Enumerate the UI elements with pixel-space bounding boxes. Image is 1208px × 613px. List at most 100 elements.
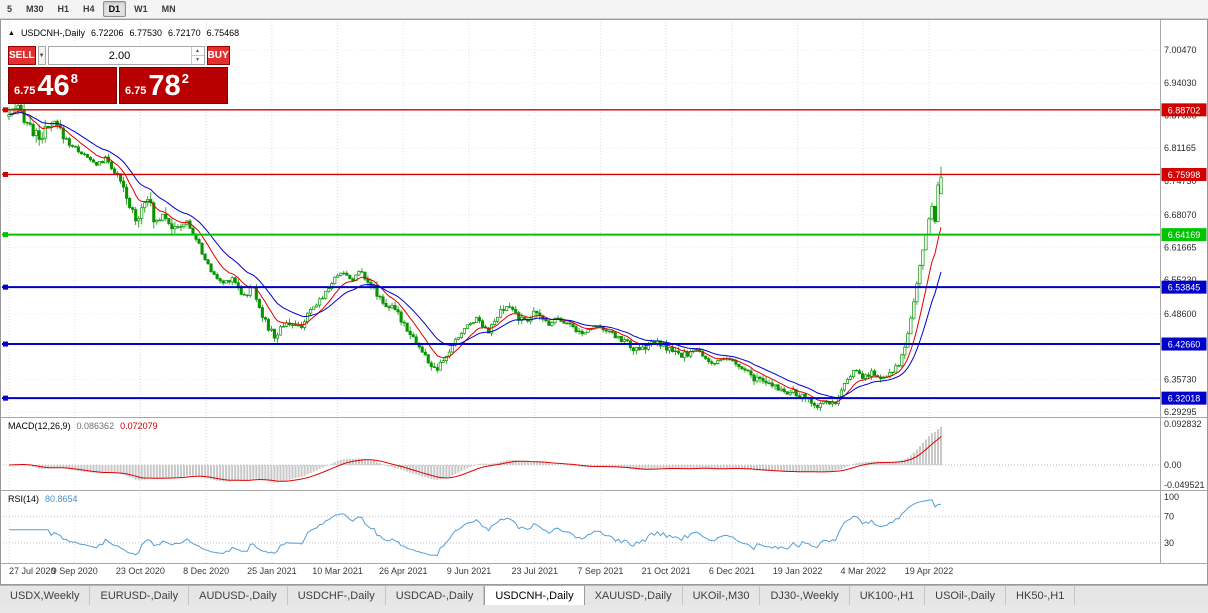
tab-usdx-weekly[interactable]: USDX,Weekly [0, 586, 91, 605]
candle-body [921, 249, 925, 266]
date-label: 9 Jun 2021 [447, 566, 492, 576]
level-handle[interactable] [3, 107, 8, 113]
macd-histogram-bar [514, 460, 517, 465]
macd-histogram-bar [569, 465, 572, 466]
candle-body [182, 223, 186, 227]
candle-body [167, 218, 171, 225]
candle-body [197, 239, 201, 244]
candle-body [719, 359, 723, 361]
macd-histogram-bar [484, 463, 487, 465]
timeframe-button-w1[interactable]: W1 [134, 4, 148, 14]
timeframe-button-h1[interactable]: H1 [57, 4, 70, 14]
macd-histogram-bar [846, 465, 849, 467]
buy-price-superscript: 2 [181, 71, 189, 86]
candle-body [378, 295, 382, 298]
level-handle[interactable] [3, 284, 8, 290]
tab-usoil-daily[interactable]: USOil-,Daily [925, 586, 1007, 605]
level-handle[interactable] [3, 232, 8, 238]
candle-body [293, 324, 298, 326]
candle-body [493, 320, 497, 325]
macd-histogram-bar [674, 465, 677, 469]
macd-histogram-bar [599, 465, 602, 467]
macd-histogram-bar [442, 465, 445, 480]
macd-histogram-bar [725, 465, 728, 469]
macd-histogram-bar [840, 465, 843, 469]
macd-histogram-bar [357, 458, 360, 465]
macd-histogram-bar [933, 431, 936, 465]
level-handle[interactable] [3, 171, 8, 177]
tab-ukoil-m30[interactable]: UKOil-,M30 [683, 586, 761, 605]
candle-body [610, 330, 614, 333]
volume-input[interactable] [48, 47, 191, 64]
macd-histogram-bar [620, 465, 623, 468]
macd-histogram-bar [312, 465, 315, 472]
timeframe-button-mn[interactable]: MN [161, 4, 176, 14]
macd-histogram-bar [765, 465, 768, 471]
candle-body [76, 146, 80, 153]
macd-histogram-bar [559, 464, 562, 465]
order-type-dropdown[interactable]: ▼ [37, 46, 46, 65]
candle-body [701, 351, 705, 357]
candle-body [218, 278, 222, 282]
collapse-panel-icon[interactable]: ▲ [8, 29, 15, 37]
timeframe-button-5[interactable]: 5 [7, 4, 13, 14]
macd-histogram-bar [680, 465, 683, 469]
macd-histogram-bar [131, 465, 134, 479]
buy-button[interactable]: BUY [206, 46, 230, 65]
tab-xauusd-daily[interactable]: XAUUSD-,Daily [585, 586, 683, 605]
candle-body [752, 374, 756, 382]
candle-body [915, 283, 919, 303]
tab-usdcad-daily[interactable]: USDCAD-,Daily [386, 586, 485, 605]
date-label: 21 Oct 2021 [642, 566, 691, 576]
ohlc-open-value: 6.72206 [90, 28, 124, 38]
macd-histogram-bar [385, 465, 388, 466]
candle-body [713, 363, 717, 365]
macd-histogram-bar [565, 464, 568, 466]
level-handle[interactable] [3, 395, 8, 401]
macd-histogram-bar [810, 465, 813, 472]
macd-histogram-bar [771, 465, 774, 472]
macd-histogram-bar [523, 461, 526, 465]
macd-histogram-bar [940, 426, 942, 465]
candle-body [360, 271, 364, 273]
macd-histogram-bar [635, 465, 638, 470]
timeframe-button-m30[interactable]: M30 [26, 4, 44, 14]
price-badge-label: 6.64169 [1168, 230, 1201, 240]
macd-histogram-bar [638, 465, 641, 470]
sell-price-display[interactable]: 6.75 46 8 [8, 67, 117, 104]
macd-histogram-bar [611, 465, 614, 467]
tab-uk100-h1[interactable]: UK100-,H1 [850, 586, 926, 605]
macd-histogram-bar [469, 465, 472, 467]
macd-histogram-bar [86, 465, 89, 473]
candle-body [110, 161, 114, 170]
tab-dj30-weekly[interactable]: DJ30-,Weekly [760, 586, 850, 605]
spinner-down-icon[interactable]: ▼ [195, 57, 200, 63]
macd-histogram-bar [891, 461, 894, 465]
macd-histogram-bar [222, 465, 225, 482]
tab-eurusd-daily[interactable]: EURUSD-,Daily [90, 586, 190, 605]
spinner-up-icon[interactable]: ▲ [191, 47, 204, 56]
candle-body [306, 312, 310, 323]
timeframe-button-d1[interactable]: D1 [102, 1, 127, 17]
candle-body [438, 362, 442, 371]
macd-histogram-bar [529, 462, 532, 465]
sell-button[interactable]: SELL [8, 46, 36, 65]
macd-histogram-bar [378, 463, 381, 465]
candle-body [426, 354, 430, 364]
macd-histogram-bar [644, 465, 647, 470]
candle-body [290, 324, 295, 326]
tab-usdchf-daily[interactable]: USDCHF-,Daily [288, 586, 386, 605]
tab-audusd-daily[interactable]: AUDUSD-,Daily [189, 586, 288, 605]
macd-histogram-bar [909, 455, 912, 465]
timeframe-button-h4[interactable]: H4 [83, 4, 95, 14]
tab-hk50-h1[interactable]: HK50-,H1 [1006, 586, 1076, 605]
level-handle[interactable] [3, 341, 8, 347]
macd-histogram-bar [267, 465, 270, 482]
candle-body [499, 309, 503, 318]
price-tick-label: 6.29295 [1164, 407, 1197, 417]
tab-usdcnh-daily[interactable]: USDCNH-,Daily [484, 586, 585, 605]
date-label: 7 Sep 2021 [577, 566, 623, 576]
candle-body [541, 315, 545, 320]
buy-price-display[interactable]: 6.75 78 2 [119, 67, 228, 104]
